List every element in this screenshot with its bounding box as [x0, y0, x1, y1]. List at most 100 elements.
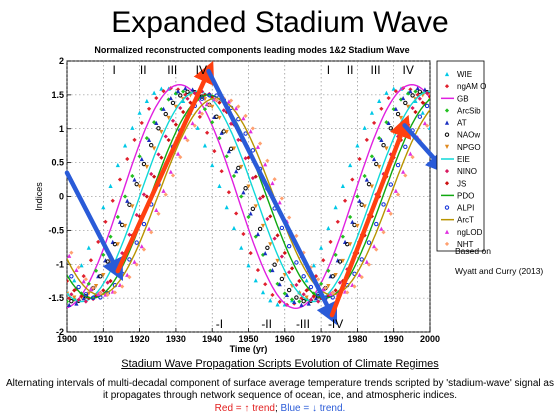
data-point	[76, 265, 81, 270]
data-point	[221, 108, 226, 113]
data-point	[304, 288, 309, 293]
data-point	[246, 214, 251, 220]
data-point	[175, 88, 181, 94]
data-point	[348, 242, 353, 247]
data-point	[154, 95, 159, 101]
data-point	[243, 156, 248, 161]
data-point	[139, 120, 144, 126]
data-point	[101, 288, 106, 293]
data-point	[444, 71, 450, 77]
legend-item: WIE	[444, 70, 472, 79]
legend-label: NAOw	[457, 131, 480, 140]
data-point	[127, 274, 132, 280]
data-point	[86, 245, 91, 250]
data-point	[239, 245, 244, 250]
data-point	[352, 284, 357, 289]
data-point	[115, 242, 120, 247]
data-point	[395, 162, 401, 168]
data-point	[270, 292, 275, 298]
data-point	[257, 226, 263, 232]
data-point	[403, 144, 408, 150]
series-nht	[69, 96, 430, 297]
data-point	[122, 143, 128, 148]
data-point	[103, 219, 108, 224]
data-point	[108, 183, 113, 188]
data-point	[294, 260, 299, 265]
data-point	[265, 158, 270, 163]
data-point	[379, 106, 384, 111]
data-point	[337, 280, 343, 285]
data-point	[270, 267, 275, 273]
data-point	[207, 92, 212, 98]
x-tick-label: 1900	[57, 334, 77, 344]
data-point	[301, 298, 306, 304]
data-point	[255, 231, 261, 237]
data-point	[381, 142, 386, 148]
data-point	[326, 268, 331, 273]
legend-label: ArcT	[457, 216, 474, 225]
y-tick-label: 1	[59, 124, 64, 134]
data-point	[398, 97, 404, 102]
data-point	[282, 291, 287, 296]
data-point	[159, 129, 164, 135]
data-point	[241, 190, 246, 195]
data-point	[265, 216, 270, 222]
data-point	[255, 267, 261, 273]
data-point	[231, 225, 237, 231]
data-point	[130, 125, 135, 130]
data-point	[415, 86, 420, 91]
y-tick-label: -1	[56, 259, 64, 269]
phase-label-top: I	[113, 63, 116, 77]
y-tick-label: -1.5	[48, 293, 64, 303]
data-point	[144, 136, 149, 141]
data-point	[81, 296, 86, 301]
data-point	[185, 96, 190, 101]
data-point	[299, 302, 304, 307]
data-point	[277, 282, 282, 287]
data-point	[355, 223, 360, 229]
data-point	[67, 299, 70, 304]
data-point	[81, 279, 86, 284]
phase-label-top: II	[347, 63, 354, 77]
data-point	[250, 206, 256, 212]
data-point	[105, 280, 110, 285]
data-point	[284, 292, 290, 298]
phase-label-top: III	[371, 63, 381, 77]
data-point	[321, 258, 326, 263]
data-point	[125, 156, 130, 162]
data-point	[384, 90, 389, 95]
data-point	[72, 278, 77, 283]
data-point	[408, 88, 413, 94]
data-point	[72, 288, 77, 293]
series-line	[67, 97, 430, 296]
data-point	[364, 259, 369, 264]
data-point	[234, 169, 239, 174]
data-point	[234, 211, 239, 216]
data-point	[98, 291, 103, 296]
data-point	[371, 156, 377, 162]
data-point	[210, 162, 215, 168]
data-point	[166, 137, 171, 143]
data-point	[386, 120, 391, 126]
section-title: Stadium Wave Propagation Scripts Evoluti…	[121, 358, 439, 370]
data-point	[406, 104, 411, 109]
x-tick-label: 1990	[384, 334, 404, 344]
data-point	[357, 272, 362, 277]
data-point	[413, 89, 418, 94]
data-point	[289, 297, 295, 302]
legend-item: NINO	[444, 167, 477, 176]
data-point	[67, 278, 70, 284]
data-point	[178, 155, 183, 160]
x-tick-label: 1950	[238, 334, 258, 344]
x-tick-label: 1910	[93, 334, 113, 344]
data-point	[156, 152, 161, 157]
data-point	[308, 265, 314, 270]
data-point	[79, 263, 84, 268]
legend-item: ngAM O	[444, 82, 486, 91]
data-point	[228, 146, 234, 152]
data-point	[350, 177, 355, 182]
data-point	[173, 104, 178, 109]
legend-label: EIE	[457, 155, 470, 164]
data-point	[236, 104, 241, 109]
chart-title: Normalized reconstructed components lead…	[94, 45, 410, 55]
